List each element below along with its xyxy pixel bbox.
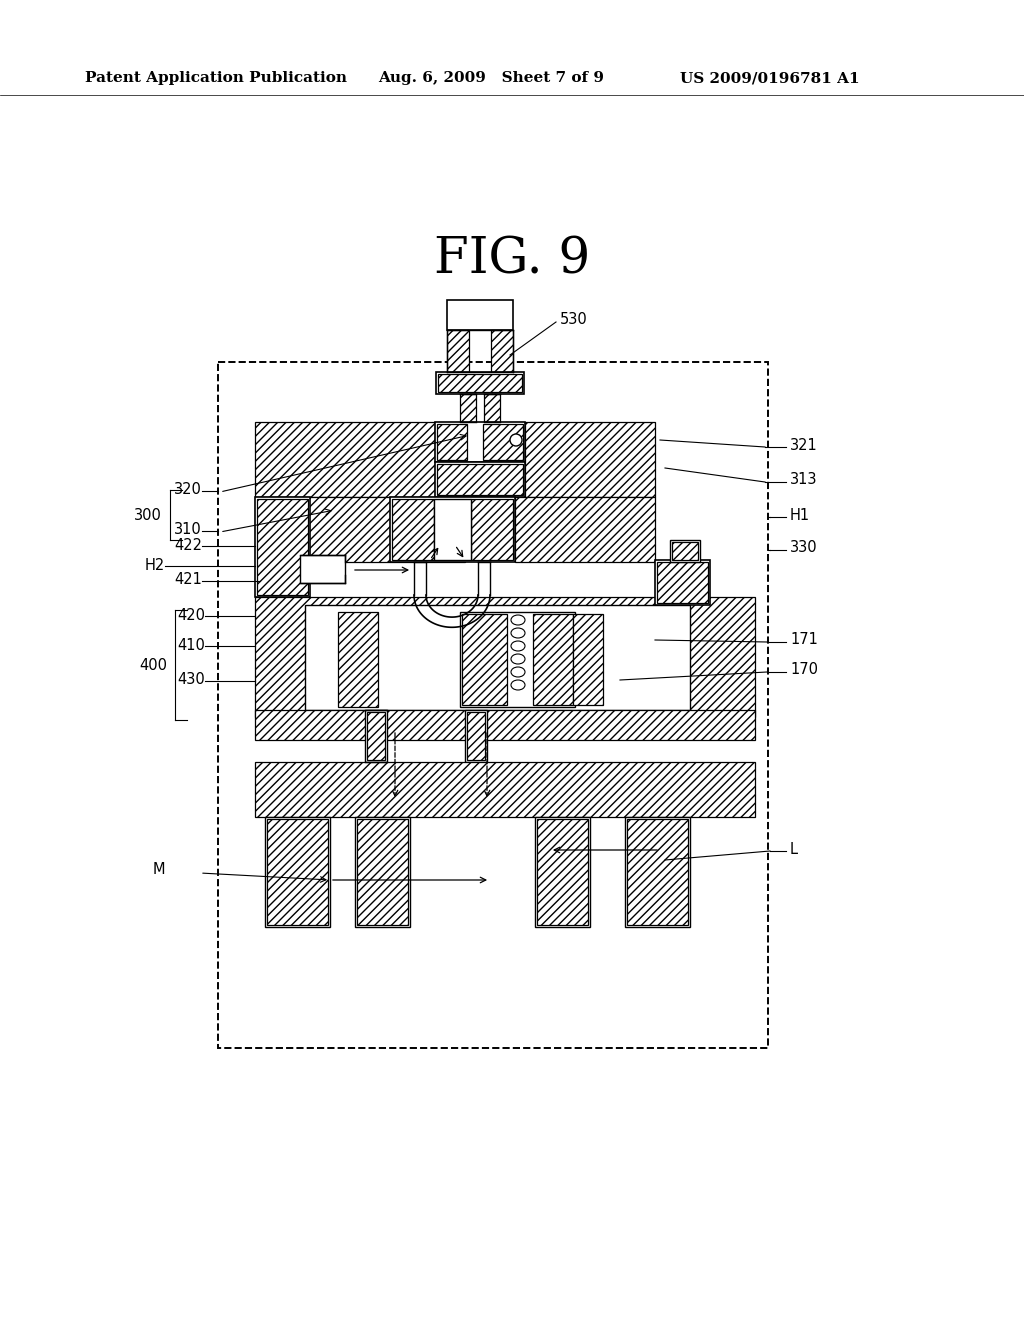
Bar: [367, 711, 385, 760]
Bar: [365, 710, 387, 762]
Bar: [434, 499, 471, 560]
Bar: [255, 498, 465, 562]
Text: FIG. 9: FIG. 9: [434, 235, 590, 285]
Ellipse shape: [511, 615, 525, 624]
Bar: [484, 393, 500, 422]
Text: L: L: [790, 842, 798, 858]
Bar: [670, 540, 700, 562]
Bar: [338, 612, 378, 708]
Bar: [390, 498, 515, 562]
Bar: [672, 543, 698, 560]
Text: H2: H2: [144, 557, 165, 573]
Bar: [255, 498, 310, 597]
Text: US 2009/0196781 A1: US 2009/0196781 A1: [680, 71, 859, 84]
Bar: [483, 424, 523, 459]
Text: H1: H1: [790, 507, 810, 523]
Text: 530: 530: [560, 313, 588, 327]
Bar: [447, 300, 513, 330]
Text: 400: 400: [139, 657, 167, 672]
Bar: [471, 499, 513, 560]
Text: 430: 430: [177, 672, 205, 688]
Bar: [265, 817, 330, 927]
Bar: [392, 499, 434, 560]
Ellipse shape: [511, 680, 525, 690]
Ellipse shape: [511, 642, 525, 651]
Bar: [655, 560, 710, 605]
Bar: [537, 818, 588, 925]
Text: 320: 320: [174, 483, 202, 498]
Bar: [437, 465, 523, 495]
Bar: [627, 818, 688, 925]
Bar: [467, 711, 485, 760]
Text: Patent Application Publication: Patent Application Publication: [85, 71, 347, 84]
Ellipse shape: [511, 628, 525, 638]
Bar: [625, 817, 690, 927]
Text: 422: 422: [174, 537, 202, 553]
Text: 300: 300: [134, 507, 162, 523]
Bar: [355, 817, 410, 927]
Bar: [534, 614, 573, 705]
Text: Aug. 6, 2009   Sheet 7 of 9: Aug. 6, 2009 Sheet 7 of 9: [378, 71, 604, 84]
Bar: [490, 330, 513, 372]
Bar: [460, 612, 575, 708]
Bar: [218, 362, 768, 1048]
Ellipse shape: [511, 667, 525, 677]
Bar: [257, 499, 308, 595]
Text: 321: 321: [790, 437, 818, 453]
Bar: [447, 330, 469, 372]
Bar: [438, 374, 522, 392]
Circle shape: [510, 434, 522, 446]
Bar: [255, 710, 755, 741]
Text: 171: 171: [790, 632, 818, 648]
Bar: [437, 424, 467, 459]
Text: 330: 330: [790, 540, 817, 556]
Bar: [525, 422, 655, 498]
Text: 313: 313: [790, 473, 817, 487]
Text: 170: 170: [790, 663, 818, 677]
Bar: [255, 762, 755, 817]
Text: 410: 410: [177, 638, 205, 652]
Bar: [460, 393, 476, 422]
Bar: [573, 614, 603, 705]
Bar: [435, 422, 525, 462]
Bar: [515, 498, 655, 562]
Bar: [267, 818, 328, 925]
Bar: [255, 597, 755, 717]
Bar: [305, 605, 690, 710]
Bar: [462, 614, 507, 705]
Bar: [255, 422, 435, 498]
Text: 421: 421: [174, 573, 202, 587]
Ellipse shape: [511, 653, 525, 664]
Bar: [535, 817, 590, 927]
Bar: [357, 818, 408, 925]
Bar: [465, 710, 487, 762]
Bar: [657, 562, 708, 603]
Bar: [436, 372, 524, 393]
Bar: [300, 554, 345, 583]
Text: M: M: [153, 862, 165, 878]
Text: 420: 420: [177, 607, 205, 623]
Text: 310: 310: [174, 523, 202, 537]
Bar: [435, 462, 525, 498]
